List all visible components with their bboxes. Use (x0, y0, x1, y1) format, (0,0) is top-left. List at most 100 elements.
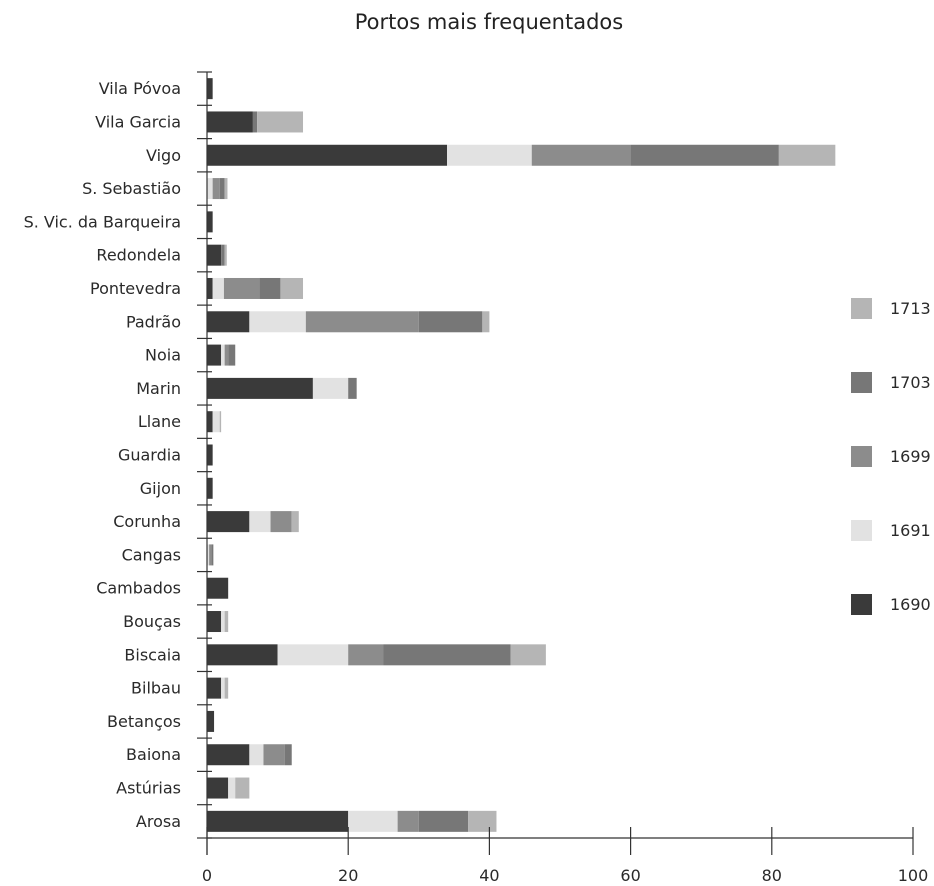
legend-swatch (851, 446, 872, 467)
bar-segment: Corunha — 1691: 3 (249, 511, 271, 533)
bar-segment: Bouças — 1690: 2 (207, 611, 222, 633)
bar-segment: Corunha — 1713: 1 (291, 511, 299, 533)
bar-segment: Noia — 1691: 0.5 (221, 344, 225, 366)
bar-segment: Biscaia — 1699: 5 (348, 644, 384, 666)
category-label: Betanços (107, 712, 181, 731)
bar-segment: Padrão — 1690: 6 (207, 311, 250, 333)
bar-segment: Vila Garcia — 1690: 6.5 (207, 111, 253, 133)
bar-segment: Arosa — 1713: 4 (468, 810, 497, 832)
bar-segment: Astúrias — 1690: 3 (207, 777, 229, 799)
bar-segment: S. Sebastião — 1713: 0.4 (224, 178, 228, 200)
category-label: Pontevedra (90, 279, 181, 298)
bar-segment: Vila Garcia — 1713: 6.5 (257, 111, 304, 133)
bar-segment: Marin — 1691: 5 (312, 377, 349, 399)
bar-segment: Bouças — 1713: 0.5 (224, 611, 229, 633)
bar-segment: S. Sebastião — 1691: 0.8 (207, 178, 213, 200)
bar-segment: Vigo — 1690: 34 (207, 144, 448, 166)
legend-label: 1691 (890, 521, 931, 540)
bar-segment: Cangas — 1703: 0.3 (211, 544, 214, 566)
bar-segment: Biscaia — 1713: 5 (510, 644, 546, 666)
bar-segment: Astúrias — 1713: 2 (235, 777, 250, 799)
bar-segment: Marin — 1690: 15 (207, 377, 313, 399)
category-label: Vila Garcia (95, 112, 181, 131)
category-label: Llane (138, 412, 181, 431)
category-label: S. Vic. da Barqueira (24, 212, 181, 231)
bar-segment: Bilbau — 1713: 0.5 (224, 677, 229, 699)
x-tick-label: 20 (338, 866, 358, 885)
category-label: Vila Póvoa (99, 79, 181, 98)
bar-segment: Baiona — 1690: 6 (207, 744, 250, 766)
bar-segment: Baiona — 1699: 3 (263, 744, 285, 766)
bar-segment: Vigo — 1703: 21 (630, 144, 779, 166)
bar-segment: Cambados — 1690: 3 (207, 577, 229, 599)
category-label: Corunha (113, 512, 181, 531)
category-label: Biscaia (124, 645, 181, 664)
category-label: Guardia (118, 446, 181, 465)
bar-segment: Padrão — 1703: 9 (418, 311, 483, 333)
legend-label: 1713 (890, 299, 931, 318)
bar-segment: Cangas — 1691: 0.3 (207, 544, 210, 566)
axis-layer: Vila Póvoa Vila Garcia Vigo S. Sebastião S. … (24, 71, 929, 885)
bar-segment: Astúrias — 1691: 1 (228, 777, 236, 799)
bar-segment: Llane — 1690: 0.8 (207, 411, 213, 433)
bar-segment: S. Sebastião — 1703: 0.7 (219, 178, 225, 200)
category-label: Cangas (122, 545, 181, 564)
x-tick-label: 60 (620, 866, 640, 885)
bar-segment: Vigo — 1699: 14 (531, 144, 631, 166)
bar-segment: Bilbau — 1690: 2 (207, 677, 222, 699)
legend-swatch (851, 520, 872, 541)
bar-segment: Baiona — 1703: 1 (284, 744, 292, 766)
legend-label: 1703 (890, 373, 931, 392)
x-tick-label: 40 (479, 866, 499, 885)
bar-segment: Bouças — 1691: 0.5 (221, 611, 225, 633)
category-label: Redondela (96, 246, 181, 265)
bar-segment: Cangas — 1699: 0.3 (209, 544, 212, 566)
bar-segment: Arosa — 1691: 7 (348, 810, 398, 832)
legend-label: 1699 (890, 447, 931, 466)
bar-segment: Noia — 1699: 0.5 (224, 344, 229, 366)
bar-segment: Noia — 1703: 1 (228, 344, 236, 366)
category-label: Baiona (126, 745, 181, 764)
bar-segment: Guardia — 1690: 0.8 (207, 444, 213, 466)
x-tick-label: 100 (898, 866, 929, 885)
legend-label: 1690 (890, 595, 931, 614)
bar-segment: Vila Garcia — 1703: 0.6 (252, 111, 258, 133)
bar-segment: Pontevedra — 1703: 3 (259, 277, 281, 299)
legend: 1713 1703 1699 1691 1690 (851, 298, 931, 615)
category-label: S. Sebastião (82, 179, 181, 198)
category-label: Gijon (140, 479, 181, 498)
legend-swatch (851, 372, 872, 393)
bar-segment: Bilbau — 1691: 0.5 (221, 677, 225, 699)
bar-segment: Vigo — 1713: 8 (778, 144, 836, 166)
bar-segment: Arosa — 1690: 20 (207, 810, 349, 832)
bar-segment: Corunha — 1699: 3 (270, 511, 292, 533)
legend-swatch (851, 298, 872, 319)
category-label: Noia (145, 346, 181, 365)
bar-segment: Biscaia — 1703: 18 (383, 644, 511, 666)
bar-segment: Biscaia — 1690: 10 (207, 644, 278, 666)
bar-segment: Noia — 1690: 2 (207, 344, 222, 366)
category-label: Arosa (136, 812, 181, 831)
category-label: Astúrias (116, 779, 181, 798)
category-label: Bouças (123, 612, 181, 631)
bar-segment: Vigo — 1691: 12 (447, 144, 532, 166)
bar-segment: Arosa — 1699: 3 (397, 810, 419, 832)
category-label: Vigo (146, 146, 181, 165)
bar-segment: S. Vic. da Barqueira — 1690: 0.8 (207, 211, 213, 233)
bar-segment: S. Sebastião — 1699: 1 (212, 178, 220, 200)
chart-title: Portos mais frequentados (354, 10, 624, 34)
legend-swatch (851, 594, 872, 615)
bar-segment: Corunha — 1690: 6 (207, 511, 250, 533)
bar-segment: Pontevedra — 1713: 3.2 (280, 277, 304, 299)
bar-segment: Padrão — 1699: 16 (305, 311, 419, 333)
bar-segment: Gijon — 1690: 0.8 (207, 477, 213, 499)
bars-layer: Vila Póvoa — 1690: 0.8 Vila Garcia — 1690… (207, 78, 836, 832)
category-label: Padrão (126, 312, 181, 331)
bar-segment: Marin — 1703: 1.2 (348, 377, 357, 399)
bar-segment: Padrão — 1691: 8 (249, 311, 306, 333)
bar-segment: Redondela — 1713: 0.3 (224, 244, 227, 266)
bar-segment: Arosa — 1703: 7 (418, 810, 469, 832)
bar-segment: Padrão — 1713: 1 (482, 311, 490, 333)
